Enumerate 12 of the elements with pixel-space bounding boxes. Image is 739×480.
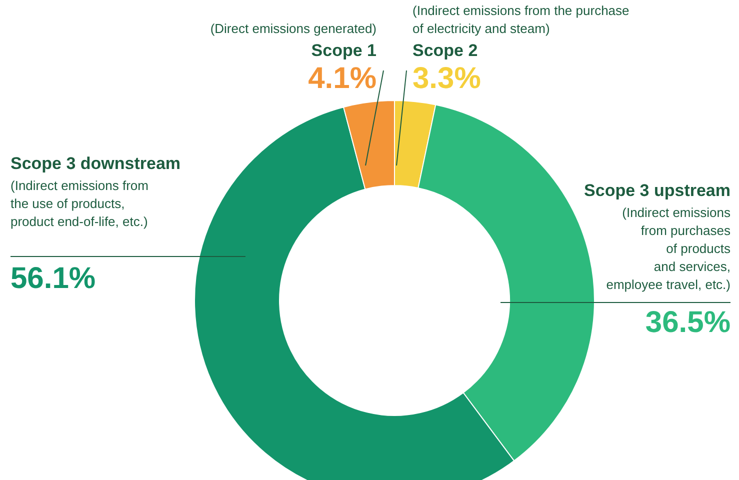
data-label: 4.1% bbox=[308, 62, 377, 95]
text: (Indirect emissions from the purchase of electricity and steam) bbox=[412, 3, 630, 36]
text: (Indirect emissions from purchases of products and services, employee travel, etc.) bbox=[606, 205, 731, 292]
data-label: 3.3% bbox=[412, 62, 481, 95]
slice-label: Scope 1 bbox=[311, 41, 377, 60]
slice-label: Scope 2 bbox=[412, 41, 478, 60]
data-label: 56.1% bbox=[10, 262, 96, 295]
text: (Direct emissions generated) bbox=[210, 21, 377, 36]
text: (Indirect emissions from the use of products, product end-of-life, etc.) bbox=[10, 178, 148, 229]
slice-label: Scope 3 downstream bbox=[10, 154, 181, 173]
data-label: 36.5% bbox=[645, 306, 731, 339]
slice-label: Scope 3 upstream bbox=[584, 181, 731, 200]
